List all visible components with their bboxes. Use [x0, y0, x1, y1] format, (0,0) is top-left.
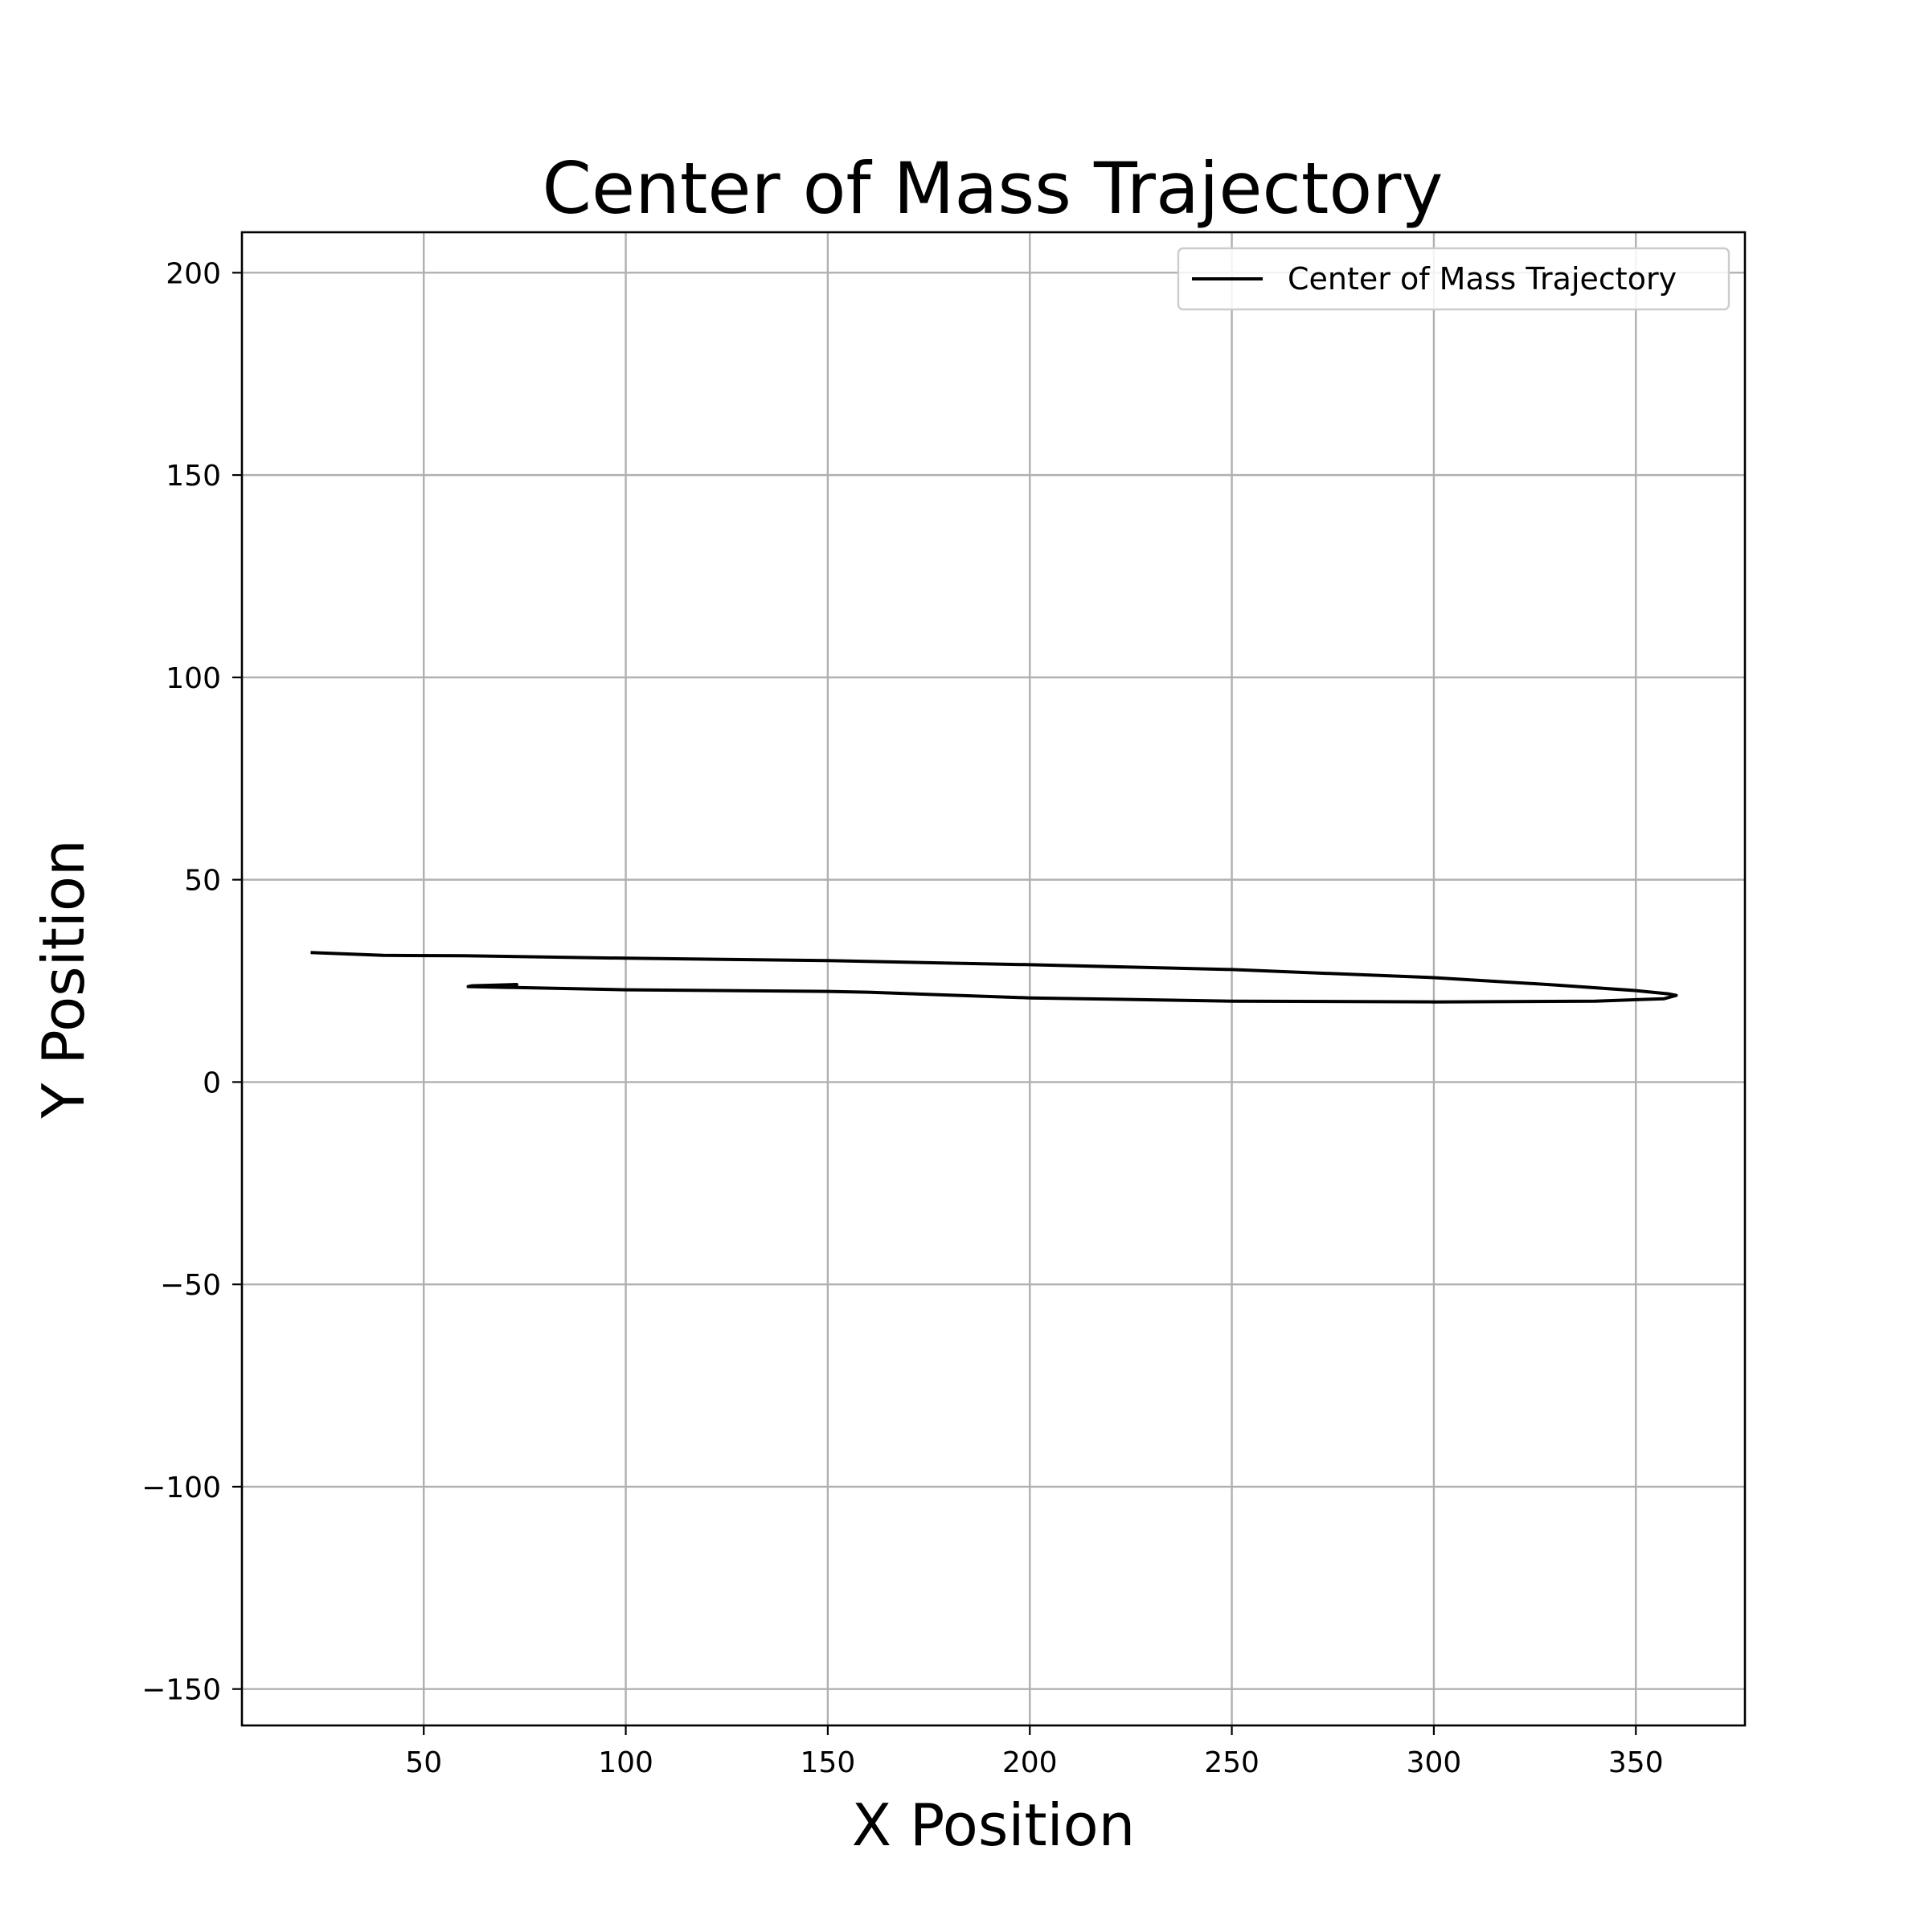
x-axis-label: X Position — [852, 1791, 1136, 1859]
grid-lines — [242, 232, 1745, 1725]
legend-entry-label: Center of Mass Trajectory — [1288, 261, 1677, 297]
y-tick-label: −50 — [160, 1269, 221, 1302]
series-layer — [310, 951, 1678, 1004]
series-line-0 — [310, 951, 1678, 1004]
legend: Center of Mass Trajectory — [1177, 247, 1730, 311]
x-tick-label: 150 — [801, 1746, 856, 1779]
legend-box — [1177, 247, 1730, 311]
plot-frame — [240, 231, 1747, 1727]
axis-ticks: 50 100 150 200 250 300 350 −150 −100 −50 0 50 100 150… — [141, 257, 1664, 1779]
x-tick-label: 100 — [598, 1746, 653, 1779]
y-tick-label: 100 — [166, 662, 221, 695]
y-tick-label: −100 — [141, 1472, 221, 1504]
y-tick-label: 0 — [203, 1066, 221, 1099]
y-tick-label: 200 — [166, 257, 221, 290]
y-tick-label: 150 — [166, 460, 221, 493]
chart-title: Center of Mass Trajectory — [543, 147, 1444, 230]
x-tick-label: 300 — [1407, 1746, 1462, 1779]
x-tick-label: 200 — [1002, 1746, 1058, 1779]
x-tick-label: 250 — [1204, 1746, 1259, 1779]
x-tick-label: 50 — [405, 1746, 442, 1779]
y-tick-label: 50 — [184, 865, 221, 898]
x-tick-label: 350 — [1608, 1746, 1664, 1779]
y-tick-label: −150 — [141, 1674, 221, 1707]
y-axis-label: Y Position — [30, 839, 97, 1119]
